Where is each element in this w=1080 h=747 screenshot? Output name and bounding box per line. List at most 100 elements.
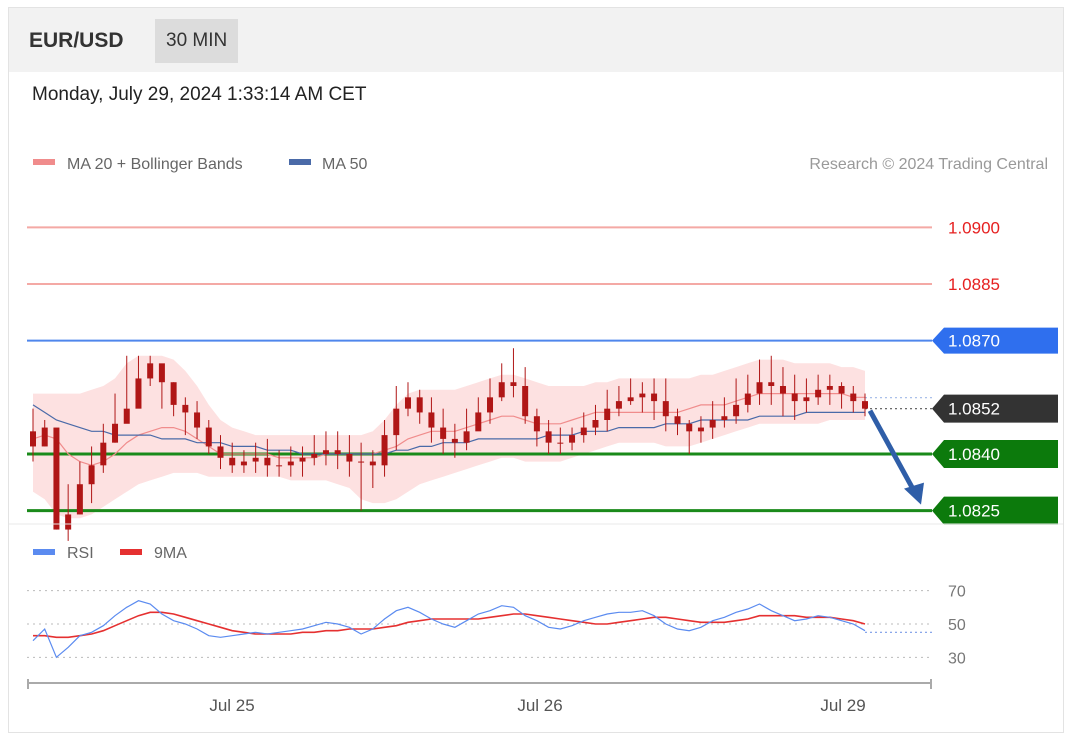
candle <box>416 389 423 424</box>
price-levels <box>27 226 932 513</box>
rsi-ma9-line <box>33 611 866 639</box>
candle-body <box>334 450 341 454</box>
candle <box>53 427 60 530</box>
candle <box>205 420 212 454</box>
rsi-legend-label: RSI <box>67 545 94 562</box>
candle-body <box>768 382 775 386</box>
rsi-legend-swatch <box>33 549 55 555</box>
candle <box>299 446 306 477</box>
candle <box>322 431 329 466</box>
candle-body <box>779 386 786 394</box>
support-label: 1.0825 <box>948 502 1000 521</box>
candle-body <box>674 416 681 424</box>
candle-body <box>709 420 716 428</box>
candle <box>487 378 494 424</box>
candle-body <box>475 412 482 432</box>
candle-body <box>182 404 189 413</box>
candle-body <box>756 382 763 394</box>
candle <box>756 359 763 405</box>
candle-body <box>147 363 154 379</box>
candle <box>475 397 482 432</box>
candle-body <box>100 442 107 466</box>
candle-body <box>615 401 622 409</box>
timeframe-button[interactable]: 30 MIN <box>155 19 239 63</box>
candle <box>604 389 611 432</box>
candle-body <box>791 393 798 402</box>
candle-body <box>557 442 564 444</box>
candle <box>100 423 107 473</box>
candle <box>709 401 716 439</box>
candle <box>674 408 681 436</box>
candle-body <box>733 404 740 417</box>
pair-title: EUR/USD <box>29 29 124 52</box>
candle <box>697 416 704 443</box>
candle <box>346 435 353 477</box>
last-price-label: 1.0852 <box>948 400 1000 419</box>
candle <box>30 408 36 462</box>
candle <box>522 367 529 424</box>
candle-body <box>76 484 83 515</box>
candle <box>381 420 388 477</box>
candle-body <box>311 454 318 458</box>
candle <box>557 427 564 454</box>
candle <box>393 386 400 451</box>
candle-body <box>346 454 353 462</box>
candle-body <box>30 431 36 447</box>
candle <box>510 348 517 398</box>
candle-body <box>744 393 751 405</box>
x-axis: Jul 25 Jul 26 Jul 29 <box>27 679 932 715</box>
candlesticks <box>30 348 868 541</box>
candle <box>76 461 83 515</box>
candle <box>862 393 868 417</box>
candle-body <box>428 412 435 428</box>
candle-body <box>815 389 822 398</box>
resistance-label: 1.0900 <box>948 218 1000 237</box>
candle-body <box>88 465 95 485</box>
candle <box>850 386 857 413</box>
candle-body <box>440 427 447 439</box>
candle-body <box>451 438 458 443</box>
candle <box>838 382 845 409</box>
candle-body <box>41 427 48 447</box>
candle <box>779 367 786 417</box>
candle <box>569 427 576 451</box>
candle <box>229 442 236 473</box>
candle <box>826 374 833 405</box>
candle-body <box>862 401 868 409</box>
candle-body <box>240 461 247 466</box>
candle <box>182 397 189 436</box>
forecast-arrow <box>867 409 924 505</box>
candle-body <box>686 423 693 432</box>
copyright-text: Research © 2024 Trading Central <box>809 156 1048 173</box>
candle-body <box>170 382 177 405</box>
candle <box>498 363 505 402</box>
candle <box>252 442 259 473</box>
candle-body <box>53 427 60 530</box>
candle <box>686 420 693 454</box>
candle <box>627 378 634 405</box>
pivot-label-box <box>932 327 1058 354</box>
candle-body <box>604 408 611 420</box>
candle <box>65 484 72 541</box>
candle <box>287 446 294 477</box>
candle <box>463 408 470 451</box>
candle <box>158 363 165 409</box>
candle <box>580 412 587 443</box>
candle <box>88 446 95 504</box>
candle <box>240 450 247 473</box>
pivot-label: 1.0870 <box>948 332 1000 351</box>
candle-body <box>65 514 72 530</box>
support-label-box <box>932 440 1058 468</box>
candle-body <box>416 397 423 413</box>
candle <box>334 431 341 470</box>
candle <box>170 382 177 417</box>
rsi-tick-label: 50 <box>948 617 966 634</box>
candle <box>276 450 283 477</box>
candle-body <box>369 461 376 466</box>
candle-body <box>487 397 494 413</box>
candle-body <box>498 382 505 398</box>
rsi-tick-label: 30 <box>948 650 966 667</box>
ma50-legend-label: MA 50 <box>322 156 367 173</box>
candle <box>358 442 365 511</box>
